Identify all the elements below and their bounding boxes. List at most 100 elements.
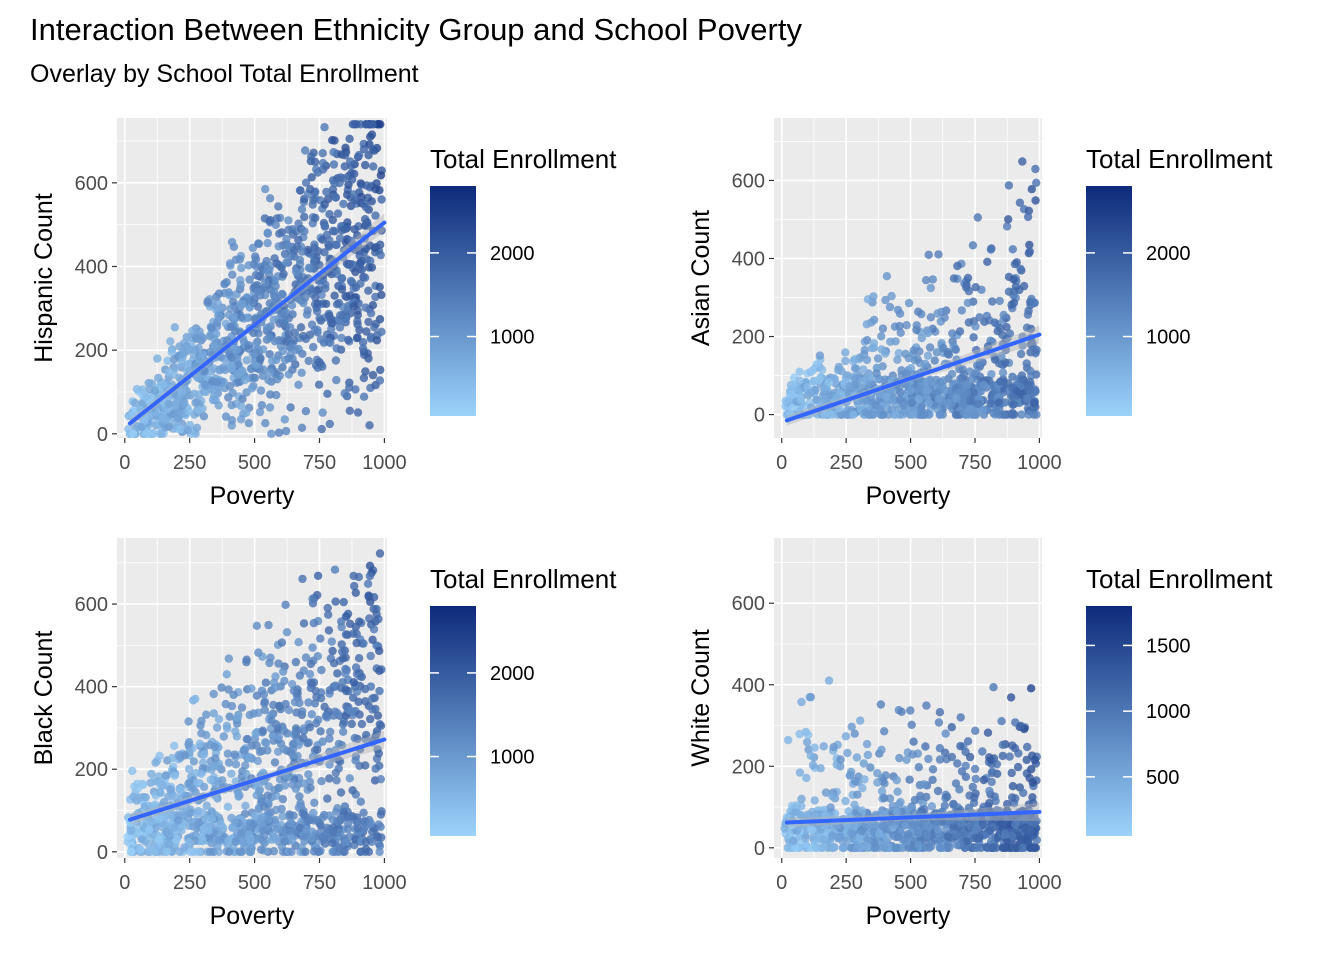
scatter-point: [321, 712, 331, 721]
scatter-point: [141, 793, 150, 802]
scatter-point: [316, 821, 325, 830]
scatter-point: [280, 837, 290, 846]
scatter-point: [1005, 329, 1015, 338]
scatter-point: [925, 343, 935, 352]
scatter-point: [341, 837, 350, 847]
scatter-point: [963, 298, 973, 308]
scatter-point: [288, 230, 298, 239]
scatter-point: [1025, 247, 1035, 256]
scatter-point: [858, 377, 867, 386]
scatter-point: [313, 745, 322, 754]
scatter-point: [130, 782, 139, 791]
scatter-point: [316, 727, 325, 736]
scatter-point: [1004, 181, 1014, 190]
scatter-point: [860, 345, 869, 355]
scatter-point: [355, 710, 364, 719]
scatter-point: [795, 376, 804, 385]
scatter-point: [828, 831, 837, 840]
scatter-point: [849, 410, 858, 419]
scatter-point: [225, 381, 235, 391]
scatter-point: [214, 715, 224, 724]
scatter-point: [232, 345, 241, 354]
scatter-point: [364, 263, 374, 272]
legend-colorbar: [1086, 606, 1132, 836]
scatter-point: [377, 290, 386, 300]
scatter-point: [202, 730, 211, 740]
scatter-point: [834, 403, 844, 413]
legend-title: Total Enrollment: [1086, 144, 1273, 174]
scatter-point: [815, 351, 825, 360]
scatter-point: [349, 629, 358, 638]
scatter-point: [375, 646, 384, 656]
scatter-point: [240, 375, 250, 385]
legend-break-label: 1500: [1146, 635, 1191, 657]
scatter-point: [282, 257, 291, 267]
scatter-point: [227, 363, 236, 372]
scatter-point: [265, 299, 274, 308]
scatter-point: [362, 327, 371, 336]
scatter-point: [998, 751, 1007, 761]
scatter-point: [296, 186, 305, 195]
scatter-point: [280, 318, 289, 328]
x-tick-label: 500: [238, 872, 271, 894]
scatter-point: [207, 807, 216, 816]
scatter-point: [264, 815, 273, 824]
scatter-point: [819, 384, 829, 393]
scatter-point: [207, 366, 216, 376]
scatter-point: [923, 351, 933, 360]
scatter-point: [347, 236, 356, 245]
scatter-point: [262, 323, 272, 332]
scatter-point: [291, 729, 300, 739]
scatter-point: [191, 694, 200, 704]
scatter-point: [320, 222, 330, 231]
scatter-point: [795, 768, 805, 777]
scatter-point: [914, 763, 923, 772]
scatter-point: [332, 776, 341, 785]
scatter-point: [242, 735, 252, 744]
scatter-point: [290, 697, 300, 707]
scatter-point: [294, 638, 303, 647]
scatter-point: [366, 682, 376, 691]
scatter-point: [317, 424, 326, 434]
scatter-point: [200, 380, 209, 389]
scatter-point: [978, 747, 987, 756]
scatter-point: [882, 392, 891, 401]
scatter-point: [972, 368, 981, 377]
scatter-point: [340, 802, 350, 811]
trend-line: [127, 220, 387, 426]
scatter-point: [366, 714, 375, 724]
scatter-point: [237, 367, 247, 376]
color-legend: Total Enrollment 1000 2000: [1086, 144, 1273, 416]
scatter-point: [137, 835, 146, 844]
scatter-point: [1012, 258, 1021, 267]
scatter-points: [781, 157, 1041, 419]
scatter-point: [934, 394, 943, 403]
scatter-point: [847, 828, 856, 838]
scatter-point: [330, 227, 339, 236]
page-subtitle: Overlay by School Total Enrollment: [30, 60, 419, 88]
scatter-point: [351, 756, 360, 765]
scatter-point: [353, 818, 362, 828]
scatter-point: [161, 771, 170, 780]
scatter-point: [963, 737, 973, 746]
scatter-point: [318, 149, 327, 158]
scatter-point: [228, 270, 237, 279]
scatter-point: [191, 398, 200, 407]
scatter-point: [825, 378, 834, 387]
scatter-point: [288, 310, 297, 319]
scatter-point: [365, 421, 374, 430]
scatter-point: [1031, 196, 1040, 205]
scatter-point: [871, 843, 880, 852]
scatter-point: [237, 313, 246, 322]
scatter-point: [829, 742, 838, 752]
scatter-point: [906, 706, 915, 715]
scatter-point: [880, 793, 889, 803]
scatter-point: [859, 365, 868, 374]
scatter-point: [968, 782, 977, 792]
y-tick-label: 200: [75, 759, 108, 781]
scatter-point: [971, 283, 980, 292]
scatter-point: [350, 733, 359, 743]
scatter-point: [327, 637, 336, 646]
scatter-point: [227, 401, 236, 410]
scatter-point: [1008, 392, 1018, 402]
